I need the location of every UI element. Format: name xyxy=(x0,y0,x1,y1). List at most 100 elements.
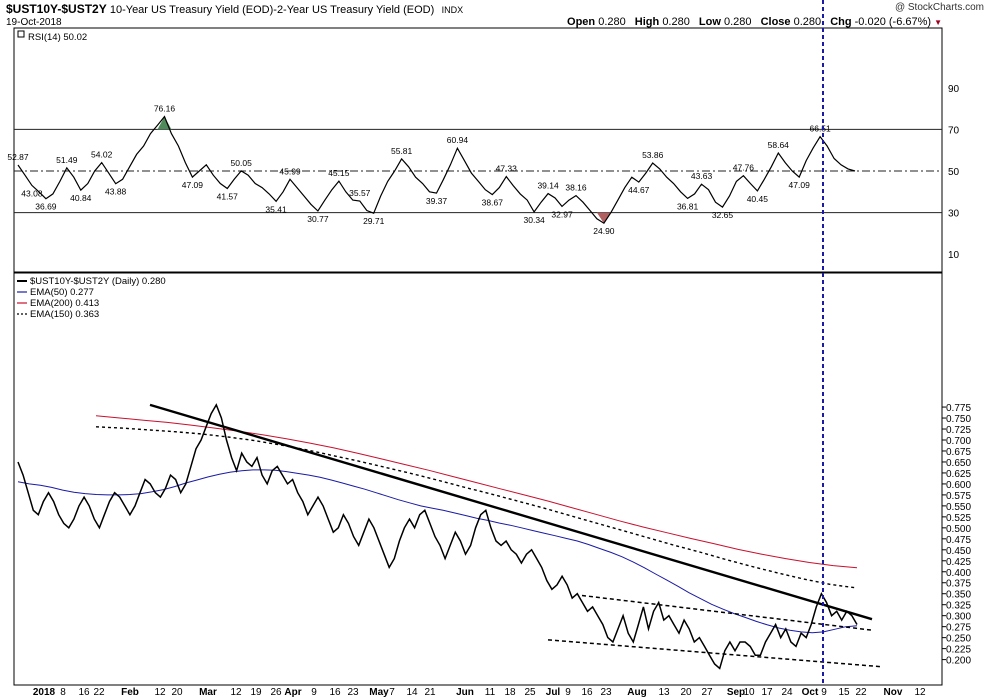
quote-bar: Open 0.280 High 0.280 Low 0.280 Close 0.… xyxy=(567,16,942,28)
rsi-annotation-32.65: 32.65 xyxy=(712,210,734,220)
x-axis-label-16: 16 xyxy=(78,687,90,698)
rsi-annotation-43.63: 43.63 xyxy=(691,171,713,181)
rsi-annotation-30.77: 30.77 xyxy=(307,214,329,224)
x-axis-label-23: 23 xyxy=(347,687,359,698)
rsi-annotation-32.97: 32.97 xyxy=(551,209,573,219)
rsi-tick-label-90: 90 xyxy=(948,84,960,95)
price-tick-label-0.250: 0.250 xyxy=(946,634,971,645)
rsi-annotation-35.41: 35.41 xyxy=(265,204,287,214)
rsi-annotation-44.67: 44.67 xyxy=(628,185,650,195)
price-tick-label-0.475: 0.475 xyxy=(946,535,971,546)
rsi-annotation-45.99: 45.99 xyxy=(279,166,301,176)
x-axis-label-Jul: Jul xyxy=(546,687,561,698)
open-label: Open xyxy=(567,16,596,28)
ema150-line xyxy=(95,426,858,589)
price-tick-label-0.625: 0.625 xyxy=(946,469,971,480)
legend-label-3: EMA(150) 0.363 xyxy=(30,309,99,320)
price-tick-label-0.450: 0.450 xyxy=(946,546,971,557)
x-axis-label-9b: 9 xyxy=(565,687,571,698)
rsi-annotation-29.71: 29.71 xyxy=(363,216,385,226)
rsi-annotation-36.81: 36.81 xyxy=(677,201,699,211)
rsi-annotation-47.76: 47.76 xyxy=(733,163,755,173)
x-axis-label-Nov: Nov xyxy=(884,687,903,698)
x-axis-label-22: 22 xyxy=(93,687,105,698)
rsi-annotation-38.67: 38.67 xyxy=(482,198,504,208)
price-line xyxy=(17,403,858,670)
rsi-legend-icon xyxy=(17,30,25,38)
chg-label: Chg xyxy=(830,16,852,28)
price-tick-label-0.325: 0.325 xyxy=(946,601,971,612)
x-axis-label-23b: 23 xyxy=(600,687,612,698)
x-axis-label-12c: 12 xyxy=(914,687,926,698)
rsi-annotation-58.64: 58.64 xyxy=(768,140,790,150)
x-axis-label-15: 15 xyxy=(838,687,850,698)
price-tick-label-0.650: 0.650 xyxy=(946,458,971,469)
price-tick-label-0.350: 0.350 xyxy=(946,590,971,601)
symbol-description: 10-Year US Treasury Yield (EOD)-2-Year U… xyxy=(109,4,435,16)
price-tick-label-0.525: 0.525 xyxy=(946,513,971,524)
rsi-annotation-50.05: 50.05 xyxy=(231,158,253,168)
close-value: 0.280 xyxy=(793,16,822,28)
rsi-annotation-47.33: 47.33 xyxy=(496,164,518,174)
x-axis-label-17: 17 xyxy=(761,687,773,698)
x-axis-label-14: 14 xyxy=(406,687,418,698)
rsi-tick-label-50: 50 xyxy=(948,167,960,178)
rsi-annotation-45.15: 45.15 xyxy=(328,168,350,178)
rsi-panel-frame xyxy=(13,27,943,273)
rsi-annotation-43.88: 43.88 xyxy=(105,187,127,197)
rsi-annotation-55.81: 55.81 xyxy=(391,146,413,156)
brand-watermark: @ StockCharts.com xyxy=(894,2,984,13)
rsi-oversold-fill xyxy=(596,212,611,224)
x-axis-label-13: 13 xyxy=(658,687,670,698)
x-axis-label-19: 19 xyxy=(250,687,262,698)
x-axis-label-Aug: Aug xyxy=(627,687,646,698)
price-tick-label-0.750: 0.750 xyxy=(946,414,971,425)
price-tick-label-0.775: 0.775 xyxy=(946,403,971,414)
high-label: High xyxy=(634,16,660,28)
down-triangle-icon: ▼ xyxy=(934,18,942,27)
rsi-annotation-40.45: 40.45 xyxy=(747,194,769,204)
rsi-annotation-30.34: 30.34 xyxy=(524,215,546,225)
x-axis-label-12b: 12 xyxy=(230,687,242,698)
price-tick-label-0.200: 0.200 xyxy=(946,656,971,667)
x-axis-label-10: 10 xyxy=(743,687,755,698)
legend-label-0: $UST10Y-$UST2Y (Daily) 0.280 xyxy=(30,276,166,287)
x-axis-label-22b: 22 xyxy=(855,687,867,698)
rsi-tick-label-10: 10 xyxy=(948,250,960,261)
rsi-annotation-53.86: 53.86 xyxy=(642,150,664,160)
x-axis-label-Jun: Jun xyxy=(456,687,474,698)
price-tick-label-0.400: 0.400 xyxy=(946,568,971,579)
x-axis-label-9c: 9 xyxy=(821,687,827,698)
price-tick-label-0.425: 0.425 xyxy=(946,557,971,568)
rsi-annotation-43.08: 43.08 xyxy=(21,188,43,198)
rsi-annotation-39.14: 39.14 xyxy=(537,181,559,191)
rsi-annotation-76.16: 76.16 xyxy=(154,104,176,114)
price-tick-label-0.375: 0.375 xyxy=(946,579,971,590)
legend-label-2: EMA(200) 0.413 xyxy=(30,298,99,309)
open-value: 0.280 xyxy=(598,16,626,28)
ema50-line xyxy=(17,469,858,634)
rsi-title: RSI(14) 50.02 xyxy=(28,32,87,43)
rsi-tick-label-70: 70 xyxy=(948,125,960,136)
x-axis-label-2018: 2018 xyxy=(33,687,56,698)
x-axis-label-Sep: Sep xyxy=(727,687,745,698)
x-axis-label-20b: 20 xyxy=(680,687,692,698)
rsi-annotation-54.02: 54.02 xyxy=(91,150,113,160)
x-axis-label-Apr: Apr xyxy=(284,687,301,698)
x-axis-label-25: 25 xyxy=(524,687,536,698)
price-tick-label-0.700: 0.700 xyxy=(946,436,971,447)
symbol-line: $UST10Y-$UST2Y 10-Year US Treasury Yield… xyxy=(6,2,463,16)
exchange: INDX xyxy=(441,5,464,15)
symbol: $UST10Y-$UST2Y xyxy=(6,2,107,16)
rsi-annotation-24.90: 24.90 xyxy=(593,226,615,236)
x-axis-label-12: 12 xyxy=(154,687,166,698)
high-value: 0.280 xyxy=(662,16,690,28)
low-value: 0.280 xyxy=(723,16,752,28)
x-axis-label-27: 27 xyxy=(701,687,713,698)
rsi-annotation-40.84: 40.84 xyxy=(70,193,92,203)
chart-header: $UST10Y-$UST2Y 10-Year US Treasury Yield… xyxy=(6,0,990,32)
x-axis-label-Mar: Mar xyxy=(199,687,217,698)
rsi-annotation-41.57: 41.57 xyxy=(217,192,239,202)
x-axis-label-May: May xyxy=(369,687,389,698)
